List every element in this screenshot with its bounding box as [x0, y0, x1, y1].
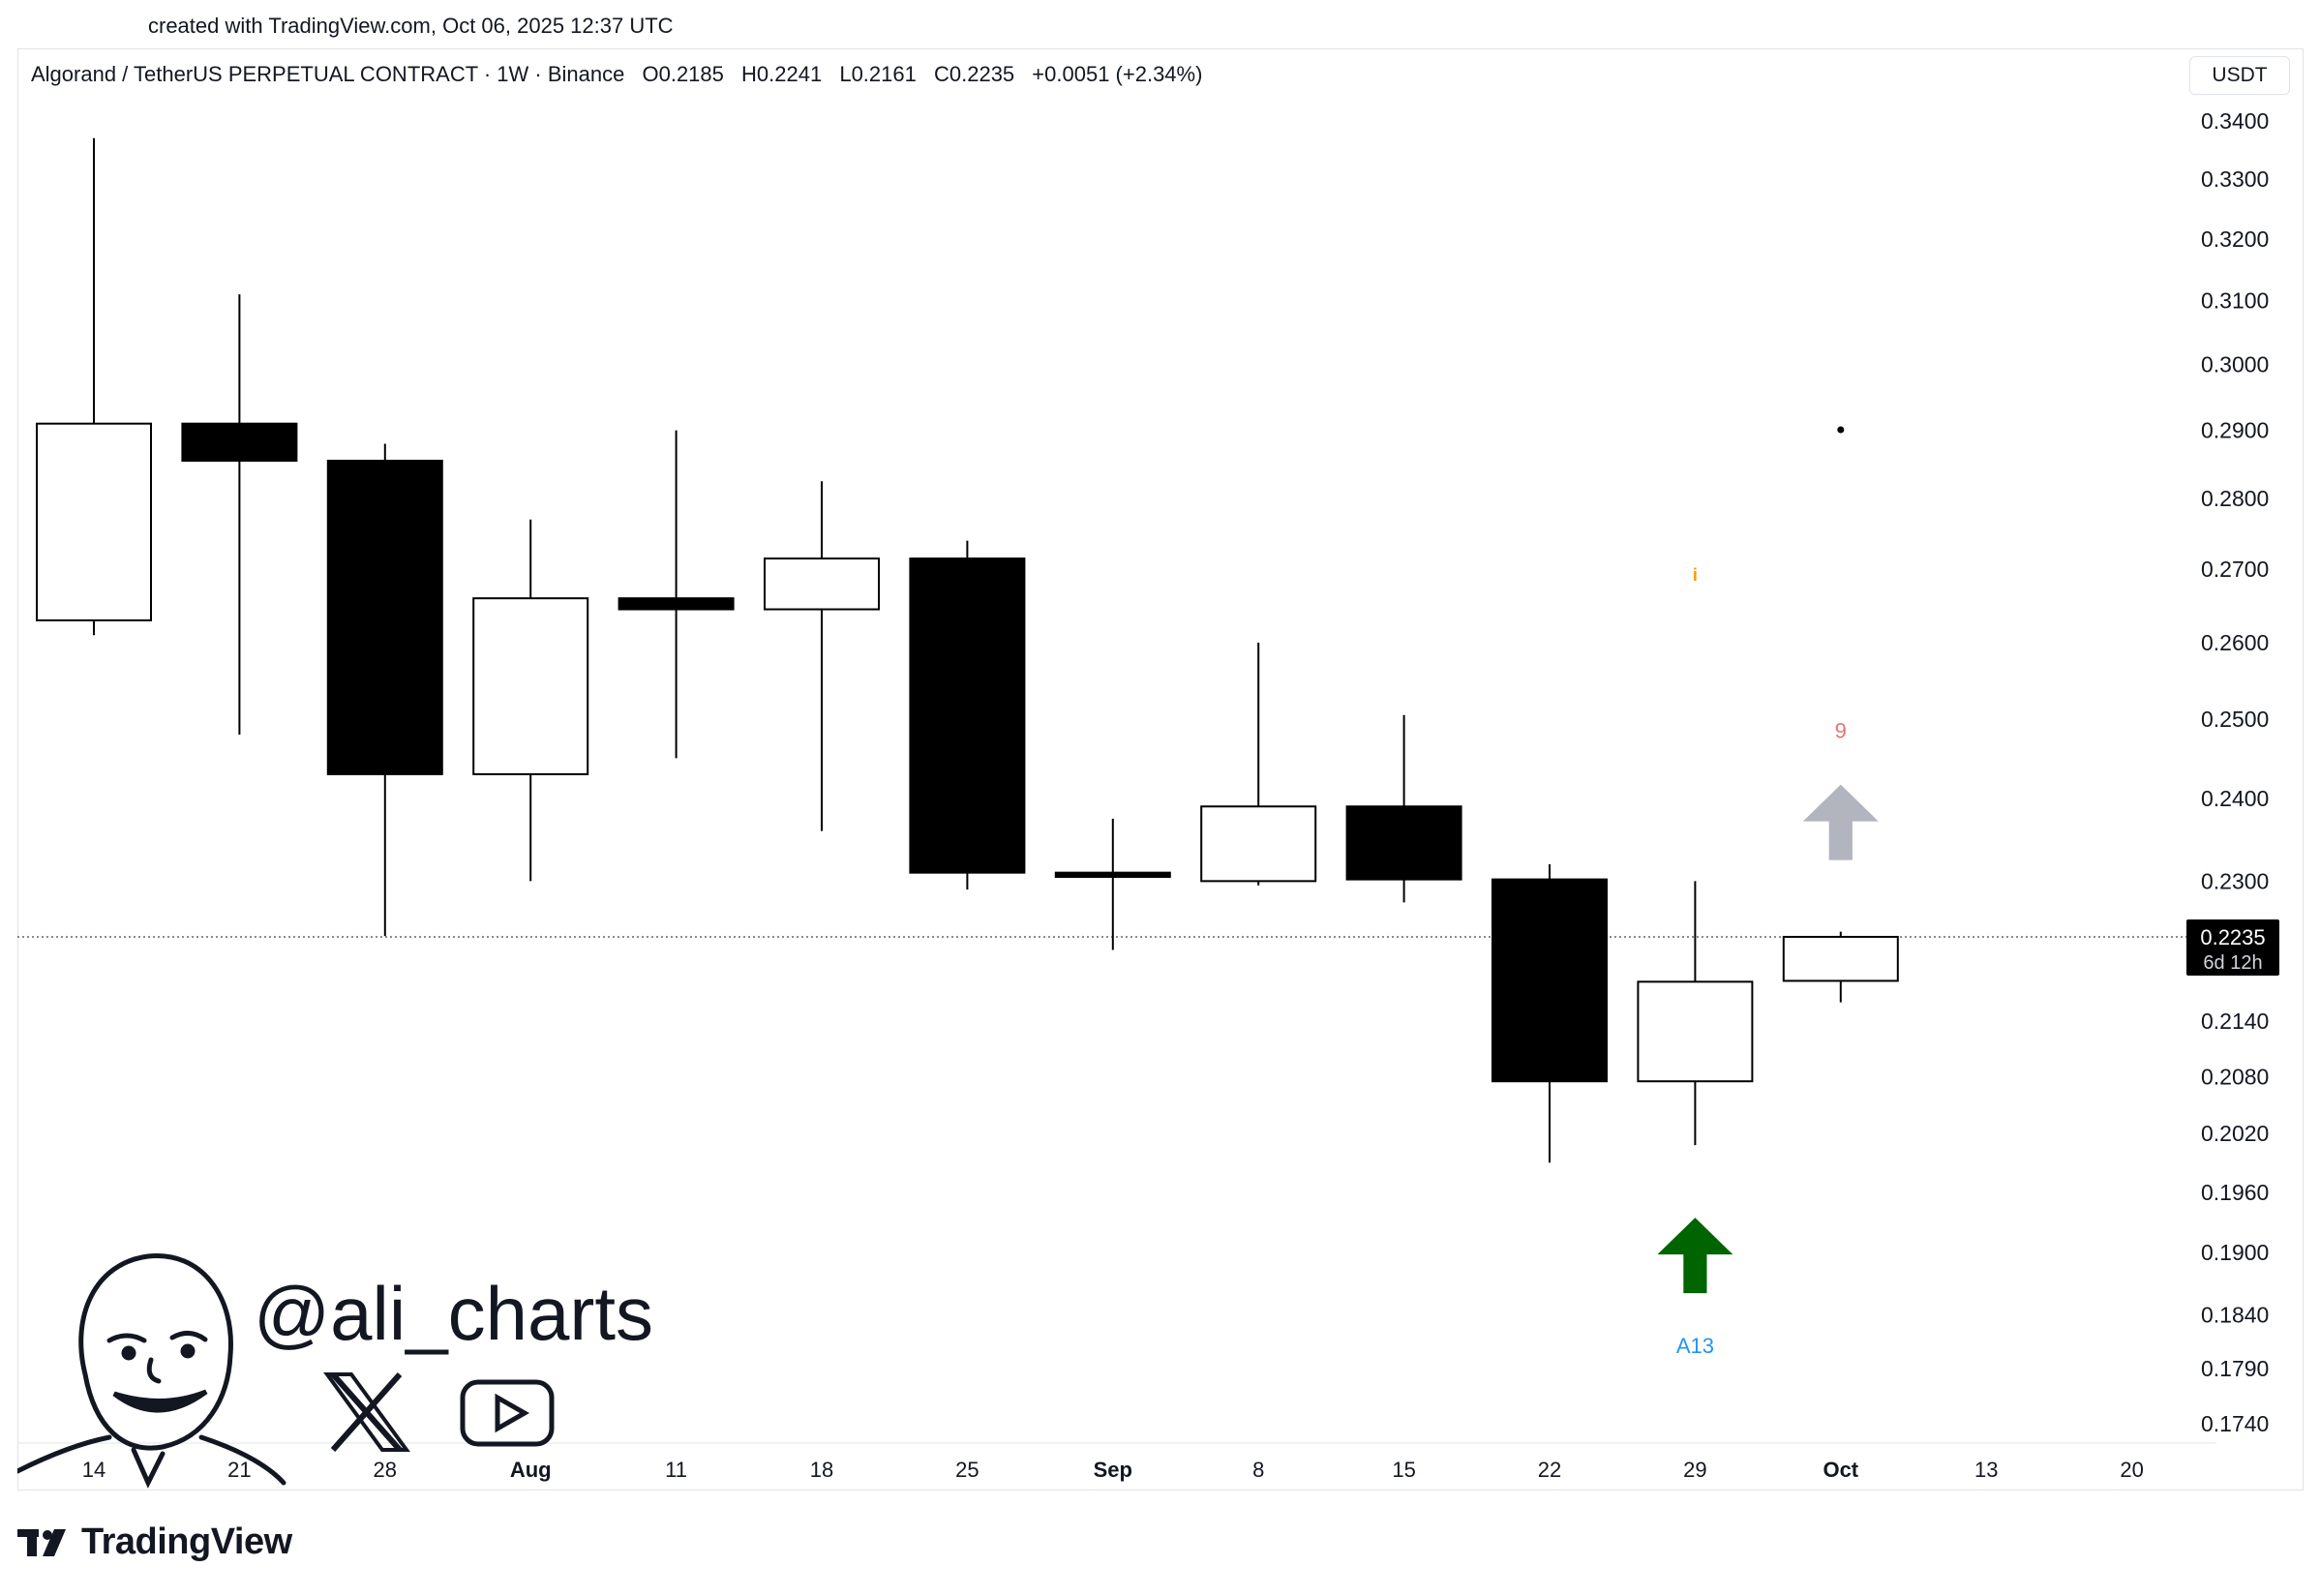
candle-body: [618, 597, 735, 611]
x-logo-icon: [323, 1372, 410, 1452]
price-tag-value: 0.2235: [2200, 925, 2265, 949]
time-tick-label: Oct: [1823, 1458, 1858, 1482]
candle: [326, 443, 443, 937]
symbol-name: Algorand / TetherUS PERPETUAL CONTRACT ·…: [31, 62, 625, 86]
price-tick-label: 0.2700: [2201, 557, 2269, 582]
price-tick-label: 0.2900: [2201, 418, 2269, 443]
created-with-text: created with TradingView.com, Oct 06, 20…: [148, 14, 674, 38]
symbol-legend: Algorand / TetherUS PERPETUAL CONTRACT ·…: [31, 62, 1214, 87]
candle: [618, 430, 735, 759]
price-tag-countdown: 6d 12h: [2203, 952, 2262, 974]
price-tick-label: 0.1960: [2201, 1180, 2269, 1205]
legend-high: H0.2241: [741, 62, 823, 86]
price-tick-label: 0.2020: [2201, 1121, 2269, 1146]
legend-open: O0.2185: [642, 62, 724, 86]
candle: [1782, 931, 1899, 1003]
price-tick-label: 0.3200: [2201, 226, 2269, 252]
candle-body: [181, 422, 298, 463]
time-tick-label: Sep: [1094, 1458, 1132, 1482]
candle: [1345, 714, 1462, 903]
price-tick-label: 0.1790: [2201, 1356, 2269, 1381]
candle: [909, 540, 1026, 890]
last-price-tag: 0.2235 6d 12h: [2186, 918, 2279, 976]
candle-body: [36, 422, 152, 621]
candle: [1491, 863, 1608, 1163]
candle-body: [1200, 805, 1317, 883]
candle: [181, 294, 298, 735]
time-tick-label: 18: [810, 1458, 833, 1482]
marker-dot: [1837, 426, 1845, 434]
price-tick-label: 0.2500: [2201, 707, 2269, 732]
price-axis: 0.3400 0.3300 0.3200 0.3100 0.3000 0.2900 0.28…: [2201, 108, 2269, 1436]
time-tick-label: 14: [82, 1458, 105, 1482]
candle: [36, 137, 152, 636]
time-tick-label: 13: [1974, 1458, 1998, 1482]
info-marker: i: [1693, 565, 1698, 585]
candle: [1054, 818, 1171, 950]
tradingview-logo[interactable]: TradingView: [17, 1521, 292, 1563]
price-tick-label: 0.2600: [2201, 630, 2269, 655]
price-tick-label: 0.3400: [2201, 108, 2269, 134]
candle-body: [1054, 871, 1171, 878]
time-tick-label: 28: [374, 1458, 397, 1482]
price-tick-label: 0.2140: [2201, 1009, 2269, 1034]
candle-body: [1782, 935, 1899, 982]
price-tick-label: 0.1740: [2201, 1411, 2269, 1436]
candle: [472, 519, 589, 882]
price-tick-label: 0.1900: [2201, 1240, 2269, 1265]
price-tick-label: 0.2300: [2201, 868, 2269, 893]
candle-body: [472, 597, 589, 775]
price-tick-label: 0.1840: [2201, 1303, 2269, 1328]
time-tick-label: Aug: [510, 1458, 552, 1482]
legend-change: +0.0051 (+2.34%): [1032, 62, 1203, 86]
legend-close: C0.2235: [933, 62, 1015, 86]
candle-body: [1491, 878, 1608, 1083]
youtube-icon: [460, 1379, 555, 1447]
legend-low: L0.2161: [839, 62, 917, 86]
signal-annotations: A13 9 i: [1657, 426, 1879, 1358]
time-tick-label: 22: [1538, 1458, 1561, 1482]
candle: [1637, 881, 1754, 1146]
time-tick-label: 21: [227, 1458, 251, 1482]
price-tick-label: 0.3100: [2201, 288, 2269, 314]
chart-pane[interactable]: [17, 48, 2304, 1491]
author-handle: @ali_charts: [254, 1271, 654, 1356]
price-tick-label: 0.2080: [2201, 1064, 2269, 1089]
time-tick-label: 29: [1683, 1458, 1706, 1482]
candle-series: [36, 137, 1899, 1163]
price-tick-label: 0.3000: [2201, 351, 2269, 376]
pending-arrow-icon: [1802, 784, 1879, 860]
price-tick-label: 0.2400: [2201, 786, 2269, 811]
candle: [1200, 643, 1317, 886]
candle: [764, 481, 880, 831]
candle-body: [1345, 805, 1462, 881]
signal-label: A13: [1676, 1334, 1714, 1358]
time-tick-label: 8: [1252, 1458, 1264, 1482]
time-axis: 14 21 28 Aug 11 18 25 Sep 8 15 22 29 Oct 13 20: [17, 1442, 2216, 1482]
candle-body: [1637, 980, 1754, 1083]
candle-body: [764, 557, 880, 611]
time-tick-label: 25: [955, 1458, 979, 1482]
author-watermark: [17, 1253, 555, 1489]
buy-arrow-icon: [1657, 1218, 1733, 1294]
time-tick-label: 20: [2120, 1458, 2143, 1482]
tradingview-wordmark: TradingView: [81, 1521, 292, 1562]
time-tick-label: 11: [665, 1458, 687, 1482]
price-tag-box: [2186, 918, 2279, 976]
signal-label: 9: [1835, 719, 1847, 743]
candle-body: [326, 460, 443, 775]
caricature-face-icon: [17, 1253, 286, 1489]
time-tick-label: 15: [1392, 1458, 1415, 1482]
currency-unit-button[interactable]: USDT: [2189, 56, 2290, 95]
price-tick-label: 0.3300: [2201, 166, 2269, 192]
tradingview-mark-icon: [17, 1528, 66, 1556]
candle-body: [909, 557, 1026, 874]
price-tick-label: 0.2800: [2201, 486, 2269, 511]
